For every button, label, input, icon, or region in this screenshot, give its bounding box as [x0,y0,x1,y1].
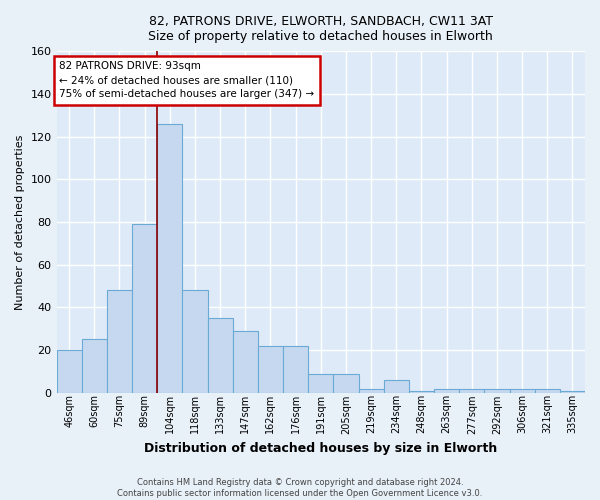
Bar [82,340,107,393]
Bar [208,318,233,393]
Bar [107,290,132,393]
Bar [283,346,308,393]
Bar [359,388,383,393]
Bar [132,224,157,393]
Bar [56,350,82,393]
Bar [509,388,535,393]
Y-axis label: Number of detached properties: Number of detached properties [15,134,25,310]
Text: Contains HM Land Registry data © Crown copyright and database right 2024.
Contai: Contains HM Land Registry data © Crown c… [118,478,482,498]
Bar [383,380,409,393]
Bar [484,388,509,393]
Bar [157,124,182,393]
Bar [434,388,459,393]
Bar [560,390,585,393]
Bar [409,390,434,393]
Bar [459,388,484,393]
Bar [233,331,258,393]
Bar [535,388,560,393]
Bar [258,346,283,393]
Bar [182,290,208,393]
X-axis label: Distribution of detached houses by size in Elworth: Distribution of detached houses by size … [144,442,497,455]
Bar [308,374,334,393]
Bar [334,374,359,393]
Text: 82 PATRONS DRIVE: 93sqm
← 24% of detached houses are smaller (110)
75% of semi-d: 82 PATRONS DRIVE: 93sqm ← 24% of detache… [59,62,314,100]
Title: 82, PATRONS DRIVE, ELWORTH, SANDBACH, CW11 3AT
Size of property relative to deta: 82, PATRONS DRIVE, ELWORTH, SANDBACH, CW… [148,15,493,43]
